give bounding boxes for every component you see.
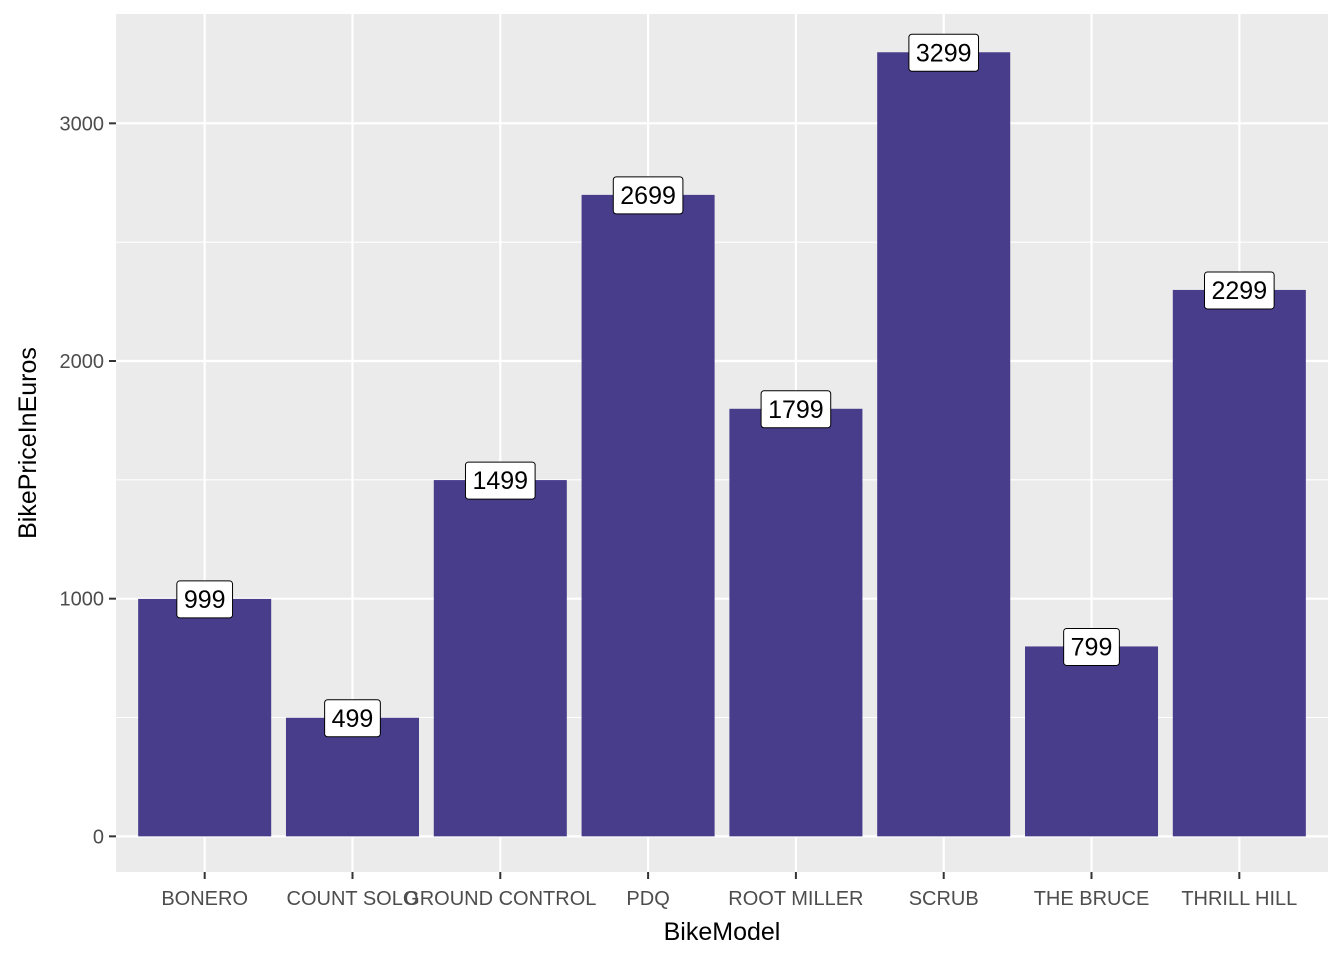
y-tick-label: 3000 <box>60 113 105 135</box>
data-label-text: 1799 <box>768 396 824 424</box>
data-label: 3299 <box>908 33 980 72</box>
y-axis: 0 1000 2000 3000 <box>60 113 116 848</box>
data-label: 1499 <box>464 461 536 500</box>
bar <box>1172 289 1306 837</box>
data-label-text: 999 <box>184 586 226 614</box>
data-label: 2299 <box>1204 271 1275 310</box>
x-tick-label: GROUND CONTROL <box>404 888 596 910</box>
data-label-text: 2299 <box>1212 277 1268 305</box>
y-axis-title: BikePriceInEuros <box>14 347 42 539</box>
data-label: 1799 <box>760 390 832 429</box>
bar <box>581 194 715 837</box>
data-label-box <box>908 33 980 72</box>
data-label-text: 499 <box>332 705 374 733</box>
x-axis-title: BikeModel <box>664 918 781 946</box>
bar <box>285 717 419 837</box>
x-tick-label: THRILL HILL <box>1181 888 1297 910</box>
bars <box>138 52 1306 837</box>
data-label-box <box>176 580 234 619</box>
y-tick-label: 0 <box>93 826 104 848</box>
bar <box>433 480 567 837</box>
y-tick-label: 1000 <box>60 589 105 611</box>
data-label-box <box>324 699 381 738</box>
x-tick-label: SCRUB <box>909 888 979 910</box>
x-tick-label: THE BRUCE <box>1034 888 1150 910</box>
data-label-text: 1499 <box>472 467 528 495</box>
data-label-box <box>1204 271 1275 310</box>
data-label-text: 799 <box>1071 633 1113 661</box>
x-tick-label: PDQ <box>626 888 669 910</box>
data-label: 799 <box>1063 627 1120 666</box>
data-label-box <box>1063 627 1120 666</box>
data-label-text: 2699 <box>620 182 676 210</box>
data-labels: 999 499 1499 2699 1799 3299 799 2299 <box>176 33 1275 738</box>
x-tick-label: ROOT MILLER <box>728 888 863 910</box>
data-label-text: 3299 <box>916 39 972 67</box>
bar <box>1025 646 1159 837</box>
bar <box>729 408 863 837</box>
bar <box>877 52 1011 837</box>
x-tick-label: COUNT SOLO <box>287 888 419 910</box>
bar <box>138 598 272 837</box>
data-label: 499 <box>324 699 381 738</box>
data-label-box <box>464 461 536 500</box>
data-label-box <box>760 390 832 429</box>
y-tick-label: 2000 <box>60 351 105 373</box>
data-label: 2699 <box>612 176 684 215</box>
data-label-box <box>612 176 684 215</box>
data-label: 999 <box>176 580 234 619</box>
x-tick-label: BONERO <box>161 888 248 910</box>
